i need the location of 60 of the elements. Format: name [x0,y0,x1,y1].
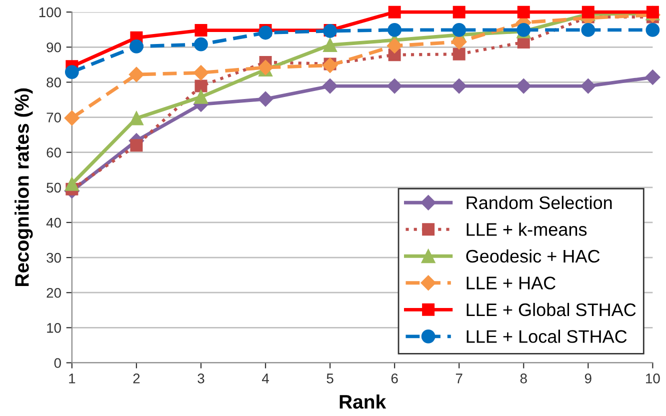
point [130,139,143,152]
point [258,26,272,40]
legend-label: LLE + Global STHAC [466,302,636,316]
legend-label: LLE + Local STHAC [466,330,627,343]
point [194,37,208,52]
y-tick-label: 0 [54,358,61,368]
point [388,6,401,18]
x-tick-label: 8 [520,374,527,384]
point [323,38,337,52]
legend-label: LLE + HAC [466,276,556,290]
y-tick-label: 30 [46,252,61,263]
x-tick-label: 3 [198,374,204,384]
point [322,78,338,94]
x-tick-label: 4 [262,374,269,384]
x-tick-label: 9 [584,374,592,384]
y-tick-label: 90 [46,42,61,52]
point [258,91,274,107]
point [452,23,466,37]
point [452,78,467,94]
y-tick-label: 50 [46,182,61,193]
point [130,111,144,126]
legend-label: Geodesic + HAC [466,249,600,263]
y-tick-label: 10 [47,323,61,333]
point [582,6,594,18]
point [452,48,466,60]
y-tick-label: 80 [46,78,61,88]
point [580,78,596,94]
x-tick-label: 2 [133,374,140,384]
point [194,90,208,104]
x-tick-label: 1 [69,374,76,384]
point [388,23,402,37]
point [128,66,144,82]
x-axis-title: Rank [340,394,386,409]
x-tick-label: 5 [326,374,334,384]
legend-label: LLE + k-means [466,222,587,236]
point [517,6,530,18]
x-tick-label: 7 [456,374,462,384]
point [64,110,80,126]
point [193,65,209,80]
x-tick-label: 6 [391,374,398,384]
point [194,24,208,37]
y-tick-label: 60 [46,148,61,158]
point [581,23,596,37]
point [387,38,402,54]
y-tick-label: 40 [46,218,61,228]
legend-label: Random Selection [466,196,612,210]
point [645,70,660,85]
point [516,78,532,94]
y-axis-title: Recognition rates (%) [14,88,33,286]
y-tick-label: 70 [46,112,61,122]
point [64,65,79,79]
point [130,39,144,54]
point [194,80,208,92]
point [64,176,79,191]
y-tick-label: 20 [46,288,61,298]
point [646,23,660,37]
x-tick-label: 10 [646,374,660,384]
point [452,6,466,18]
point [387,78,402,94]
y-tick-label: 100 [39,7,61,18]
